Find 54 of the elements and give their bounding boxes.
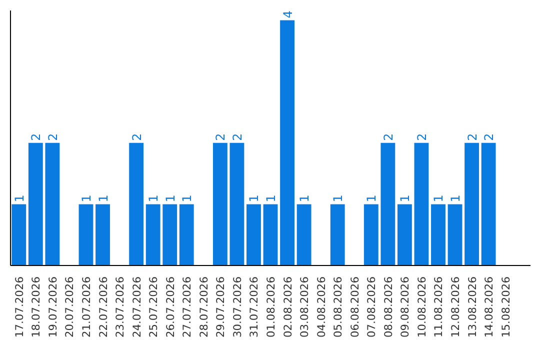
x-tick-label: 25.07.2026 bbox=[147, 276, 160, 338]
data-label: 2 bbox=[414, 133, 429, 141]
x-tick-label: 28.07.2026 bbox=[197, 276, 210, 338]
data-label: 1 bbox=[264, 194, 278, 202]
data-label: 2 bbox=[46, 133, 60, 141]
x-tick-label: 18.07.2026 bbox=[30, 276, 43, 338]
data-label: 1 bbox=[247, 194, 262, 202]
x-tick-label: 06.08.2026 bbox=[348, 276, 362, 338]
data-label: 1 bbox=[146, 194, 161, 202]
x-tick-label: 11.08.2026 bbox=[432, 276, 446, 338]
data-label: 1 bbox=[96, 194, 110, 202]
x-tick-label: 12.08.2026 bbox=[449, 276, 462, 338]
data-label: 1 bbox=[298, 194, 312, 202]
data-label: 1 bbox=[398, 194, 412, 202]
x-tick-label: 07.08.2026 bbox=[365, 276, 378, 338]
x-tick-label: 04.08.2026 bbox=[314, 276, 328, 338]
data-label: 1 bbox=[331, 194, 346, 202]
x-tick-label: 05.08.2026 bbox=[332, 276, 345, 338]
x-tick-label: 27.07.2026 bbox=[180, 276, 194, 338]
x-tick-label: 17.07.2026 bbox=[12, 276, 26, 338]
data-label: 2 bbox=[381, 133, 396, 141]
data-label: 4 bbox=[280, 10, 295, 18]
x-tick-label: 20.07.2026 bbox=[63, 276, 76, 338]
data-label: 1 bbox=[432, 194, 446, 202]
data-label: 1 bbox=[364, 194, 379, 202]
x-tick-label: 01.08.2026 bbox=[264, 276, 278, 338]
x-tick-label: 22.07.2026 bbox=[96, 276, 110, 338]
x-tick-label: 29.07.2026 bbox=[214, 276, 228, 338]
data-label: 1 bbox=[180, 194, 194, 202]
x-tick-label: 21.07.2026 bbox=[80, 276, 93, 338]
x-tick-label: 03.08.2026 bbox=[298, 276, 312, 338]
x-tick-label: 19.07.2026 bbox=[46, 276, 60, 338]
data-label: 2 bbox=[130, 133, 144, 141]
data-label: 2 bbox=[230, 133, 244, 141]
x-tick-label: 13.08.2026 bbox=[466, 276, 479, 338]
x-tick-label: 15.08.2026 bbox=[499, 276, 512, 338]
data-label: 2 bbox=[465, 133, 480, 141]
x-tick-label: 14.08.2026 bbox=[482, 276, 496, 338]
x-tick-label: 24.07.2026 bbox=[130, 276, 144, 338]
x-tick-label: 31.07.2026 bbox=[248, 276, 261, 338]
data-label: 1 bbox=[79, 194, 94, 202]
x-tick-label: 09.08.2026 bbox=[398, 276, 412, 338]
data-label: 2 bbox=[29, 133, 44, 141]
data-label: 2 bbox=[214, 133, 228, 141]
data-label: 1 bbox=[163, 194, 178, 202]
data-label: 1 bbox=[448, 194, 463, 202]
data-label: 2 bbox=[482, 133, 496, 141]
x-tick-label: 02.08.2026 bbox=[281, 276, 294, 338]
x-tick-label: 23.07.2026 bbox=[114, 276, 127, 338]
x-tick-label: 30.07.2026 bbox=[230, 276, 244, 338]
data-label: 1 bbox=[12, 194, 26, 202]
x-tick-label: 08.08.2026 bbox=[382, 276, 395, 338]
x-tick-label: 26.07.2026 bbox=[164, 276, 177, 338]
x-tick-label: 10.08.2026 bbox=[415, 276, 428, 338]
